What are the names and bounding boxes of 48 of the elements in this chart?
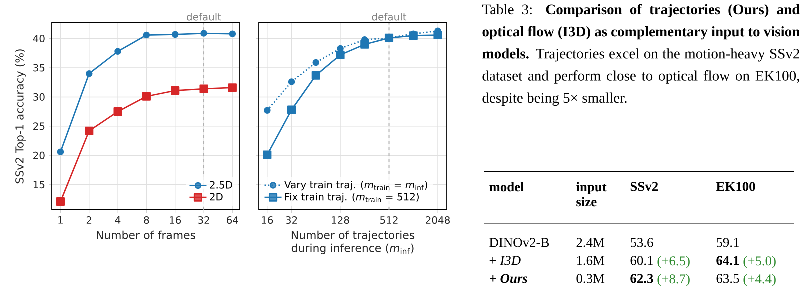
text: input size	[576, 182, 607, 207]
x-tick-label: 2048	[426, 216, 450, 224]
x-tick-label: 4	[115, 216, 121, 224]
text: 62.3	[630, 274, 654, 284]
x-tick-label: 128	[332, 216, 350, 224]
y-axis-title: SSv2 Top-1 accuracy (%)	[15, 50, 26, 184]
text: EK100	[716, 182, 756, 192]
legend-label: 2D	[210, 193, 223, 201]
text: 1.6M	[577, 256, 605, 266]
x-axis-title: Number of trajectories during inference (m$_{inf}$)	[292, 230, 415, 254]
caption: Table 3: Comparison of trajectories (Ours) and optical flow (I3D) as complementary input to vision models. Trajectories excel on the motion-heavy SSv2 dataset and perform close to optical flow on EK100, despite being 5× smaller.	[482, 4, 800, 106]
text: DINOv2-B	[490, 238, 550, 248]
text: 63.5	[716, 274, 740, 284]
x-tick-label: 1	[58, 216, 63, 224]
text: (+8.7)	[658, 274, 690, 286]
text: + I3D	[490, 256, 521, 266]
x-tick-label: 32	[286, 216, 298, 224]
ref-line-label: default	[187, 13, 222, 21]
y-tick-label: 35	[34, 64, 45, 72]
text: 53.6	[630, 238, 654, 248]
y-tick-label: 20	[34, 152, 45, 160]
x-tick-label: 512	[380, 216, 398, 224]
text: 59.1	[716, 238, 739, 248]
text: (+4.4)	[744, 274, 776, 286]
x-axis-title: Number of frames	[97, 230, 196, 240]
x-tick-label: 8	[144, 216, 150, 224]
x-tick-label: 2	[86, 216, 92, 224]
y-tick-label: 25	[34, 122, 45, 130]
x-tick-label: 16	[170, 216, 182, 224]
legend-label: Vary train traj. (m$_{train}$ = m$_{inf}$)	[284, 180, 428, 191]
text: 60.1	[630, 256, 653, 266]
text: (+6.5)	[658, 256, 690, 268]
text: 0.3M	[576, 274, 605, 284]
legend-label: Fix train traj. (m$_{train}$ = 512)	[285, 193, 419, 203]
y-tick-label: 40	[33, 34, 45, 43]
text: 64.1	[716, 256, 740, 266]
y-tick-label: 30	[34, 93, 45, 101]
text: model	[490, 182, 524, 192]
ref-line-label: default	[372, 13, 407, 21]
text: 2.4M	[576, 238, 605, 248]
text: SSv2	[630, 182, 658, 192]
x-tick-label: 64	[227, 216, 238, 224]
y-tick-label: 15	[34, 181, 45, 189]
legend-label: 2.5D	[210, 181, 232, 189]
text: (+5.0)	[744, 256, 776, 268]
x-tick-label: 32	[198, 216, 210, 224]
x-tick-label: 16	[262, 216, 274, 224]
text: + Ours	[490, 274, 528, 284]
